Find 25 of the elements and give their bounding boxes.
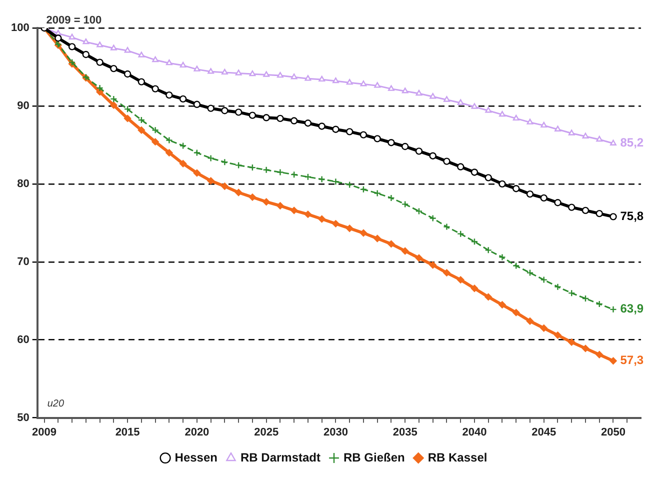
x-tick-label: 2040 bbox=[462, 426, 487, 438]
x-tick-label: 2025 bbox=[254, 426, 279, 438]
annotation: u20 bbox=[47, 398, 64, 410]
x-tick-label: 2015 bbox=[115, 426, 140, 438]
x-tick-label: 2050 bbox=[601, 426, 626, 438]
data-label: 57,3 bbox=[620, 353, 644, 368]
x-tick-label: 2030 bbox=[323, 426, 348, 438]
y-tick-label: 60 bbox=[17, 334, 30, 346]
x-tick-label: 2020 bbox=[184, 426, 210, 438]
legend-label: RB Gießen bbox=[344, 450, 405, 464]
legend-label: Hessen bbox=[174, 450, 218, 464]
x-tick-label: 2035 bbox=[392, 426, 418, 438]
data-label: 75,8 bbox=[620, 208, 644, 223]
legend-label: RB Darmstadt bbox=[240, 450, 321, 464]
x-tick-label: 2009 bbox=[32, 426, 57, 438]
x-tick-label: 2045 bbox=[532, 426, 556, 438]
y-tick-label: 80 bbox=[17, 178, 30, 190]
data-label: 63,9 bbox=[620, 302, 644, 316]
annotation: 2009 = 100 bbox=[46, 14, 102, 27]
y-tick-label: 50 bbox=[17, 412, 30, 424]
y-tick-label: 90 bbox=[17, 100, 30, 112]
y-tick-label: 100 bbox=[10, 22, 30, 34]
legend-label: RB Kassel bbox=[428, 450, 488, 464]
data-label: 85,2 bbox=[620, 136, 644, 150]
y-tick-label: 70 bbox=[17, 256, 30, 268]
